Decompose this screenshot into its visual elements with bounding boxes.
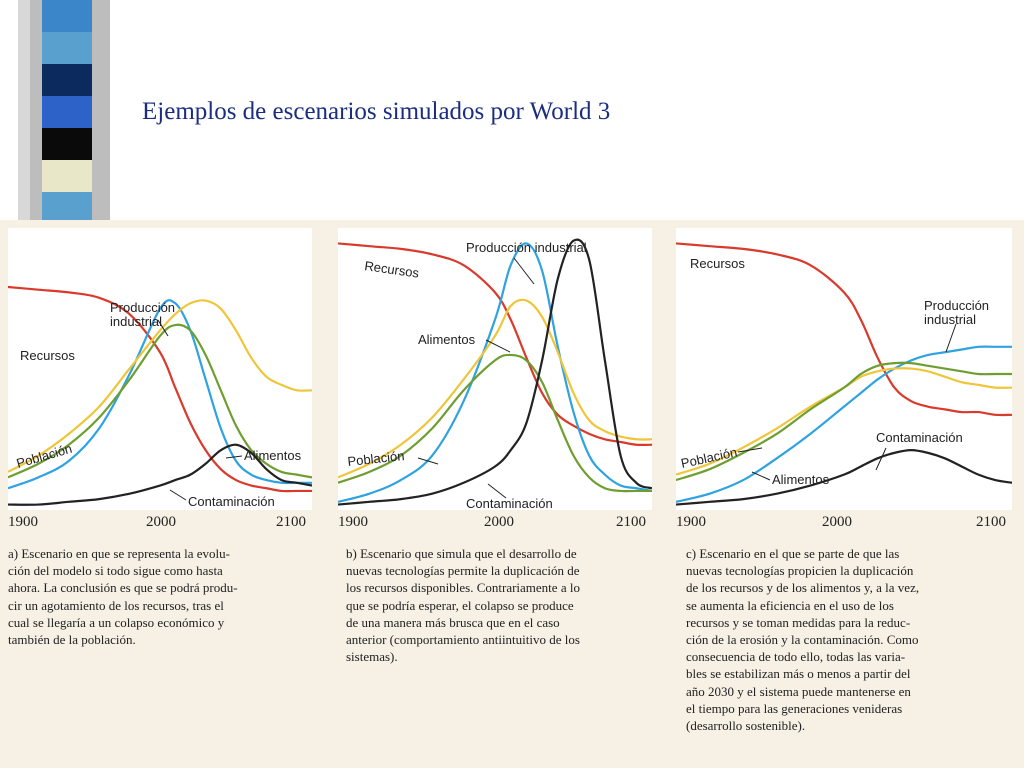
caption-line: cual se llegaría a un colapso económico … — [8, 614, 225, 630]
caption-line: ción del modelo si todo sigue como hasta — [8, 563, 223, 579]
series-line-alimentos — [338, 298, 652, 479]
leader-line-alimentos — [485, 339, 511, 353]
caption-line: nuevas tecnologías propicien la duplicac… — [686, 563, 914, 579]
series-label-produccion-industrial: Producción industrial — [110, 300, 175, 329]
leader-line-alimentos — [751, 471, 771, 481]
series-label-alimentos: Alimentos — [418, 332, 476, 347]
leader-line-poblacion — [737, 447, 763, 453]
caption-line: nuevas tecnologías permite la duplicació… — [346, 563, 580, 579]
series-line-produccion-industrial — [338, 242, 652, 503]
chart-c-year-2000: 2000 — [822, 514, 852, 530]
series-label-contaminacion: Contaminación — [466, 496, 553, 510]
chart-b-year-1900: 1900 — [338, 514, 368, 530]
chart-a-year-1900: 1900 — [8, 514, 38, 530]
caption-line: recursos y se toman medidas para la redu… — [686, 614, 911, 630]
caption-line: de los recursos y de los alimentos y, a … — [686, 580, 920, 596]
caption-line: (desarrollo sostenible). — [686, 718, 806, 734]
series-label-poblacion: Población — [347, 448, 405, 469]
caption-line: b) Escenario que simula que el desarroll… — [346, 546, 577, 561]
sidebar-block — [42, 32, 92, 64]
caption-line: c) Escenario en el que se parte de que l… — [686, 546, 900, 561]
series-line-poblacion — [338, 353, 652, 493]
caption-line: ahora. La conclusión es que se podrá pro… — [8, 580, 238, 596]
chart-c-caption: c) Escenario en el que se parte de que l… — [686, 545, 982, 734]
caption-line: los recursos disponibles. Contrariamente… — [346, 580, 580, 596]
caption-line: consecuencia de todo ello, todas las var… — [686, 649, 906, 665]
series-label-contaminacion: Contaminación — [876, 430, 963, 445]
leader-line-produccion-industrial — [513, 257, 535, 285]
sidebar-block — [42, 192, 92, 224]
caption-line: se aumenta la eficiencia en el uso de lo… — [686, 597, 894, 613]
chart-a-caption: a) Escenario en que se representa la evo… — [8, 545, 304, 648]
caption-line: que se podría esperar, el colapso se pro… — [346, 597, 574, 613]
caption-line: cir un agotamiento de los recursos, tras… — [8, 597, 224, 613]
caption-line: sistemas). — [346, 649, 398, 665]
sidebar-block — [42, 0, 92, 32]
series-label-recursos: Recursos — [20, 348, 75, 363]
series-line-alimentos — [8, 299, 312, 473]
caption-line: ción de la erosión y la contaminación. C… — [686, 632, 919, 648]
chart-a-year-2100: 2100 — [276, 514, 306, 530]
slide-title: Ejemplos de escenarios simulados por Wor… — [142, 98, 611, 125]
chart-c: Producción industrialRecursosPoblaciónAli… — [676, 228, 1012, 510]
leader-line-contaminacion — [169, 489, 187, 501]
caption-line: también de la población. — [8, 632, 136, 648]
chart-c-year-1900: 1900 — [676, 514, 706, 530]
leader-line-alimentos — [225, 455, 243, 459]
chart-b-caption: b) Escenario que simula que el desarroll… — [346, 545, 646, 665]
series-label-contaminacion: Contaminación — [188, 494, 275, 509]
series-line-alimentos — [676, 367, 1012, 476]
caption-line: anterior (comportamiento antiintuitivo d… — [346, 632, 580, 648]
series-label-produccion-industrial: Producción industrial — [466, 240, 587, 255]
series-label-recursos: Recursos — [690, 256, 745, 271]
caption-line: el tiempo para las generaciones venidera… — [686, 700, 903, 716]
leader-line-poblacion — [417, 457, 439, 465]
caption-line: a) Escenario en que se representa la evo… — [8, 546, 230, 561]
series-label-alimentos: Alimentos — [772, 472, 830, 487]
leader-line-produccion-industrial — [945, 323, 957, 353]
series-label-produccion-industrial: Producción industrial — [924, 298, 989, 327]
series-line-contaminacion — [676, 449, 1012, 506]
chart-a-year-2000: 2000 — [146, 514, 176, 530]
series-label-alimentos: Alimentos — [244, 448, 302, 463]
sidebar-block — [42, 128, 92, 160]
series-line-contaminacion — [338, 238, 652, 506]
leader-line-contaminacion — [487, 483, 507, 499]
series-line-produccion-industrial — [8, 299, 312, 490]
series-line-recursos — [338, 242, 652, 447]
series-line-produccion-industrial — [676, 345, 1012, 503]
series-line-poblacion — [676, 361, 1012, 482]
sidebar-block — [42, 64, 92, 96]
leader-line-contaminacion — [875, 447, 887, 471]
chart-c-year-2100: 2100 — [976, 514, 1006, 530]
series-line-recursos — [8, 285, 312, 493]
sidebar-block — [42, 96, 92, 128]
series-line-contaminacion — [8, 443, 312, 506]
series-line-poblacion — [8, 323, 312, 479]
chart-b: Producción industrialRecursosPoblaciónAl… — [338, 228, 652, 510]
chart-b-year-2000: 2000 — [484, 514, 514, 530]
sidebar-block — [42, 160, 92, 192]
caption-line: de una manera más brusca que en el caso — [346, 614, 560, 630]
caption-line: año 2030 y el sistema puede mantenerse e… — [686, 683, 911, 699]
caption-line: bles se estabilizan más o menos a partir… — [686, 666, 911, 682]
chart-b-year-2100: 2100 — [616, 514, 646, 530]
leader-line-produccion-industrial — [157, 319, 169, 337]
